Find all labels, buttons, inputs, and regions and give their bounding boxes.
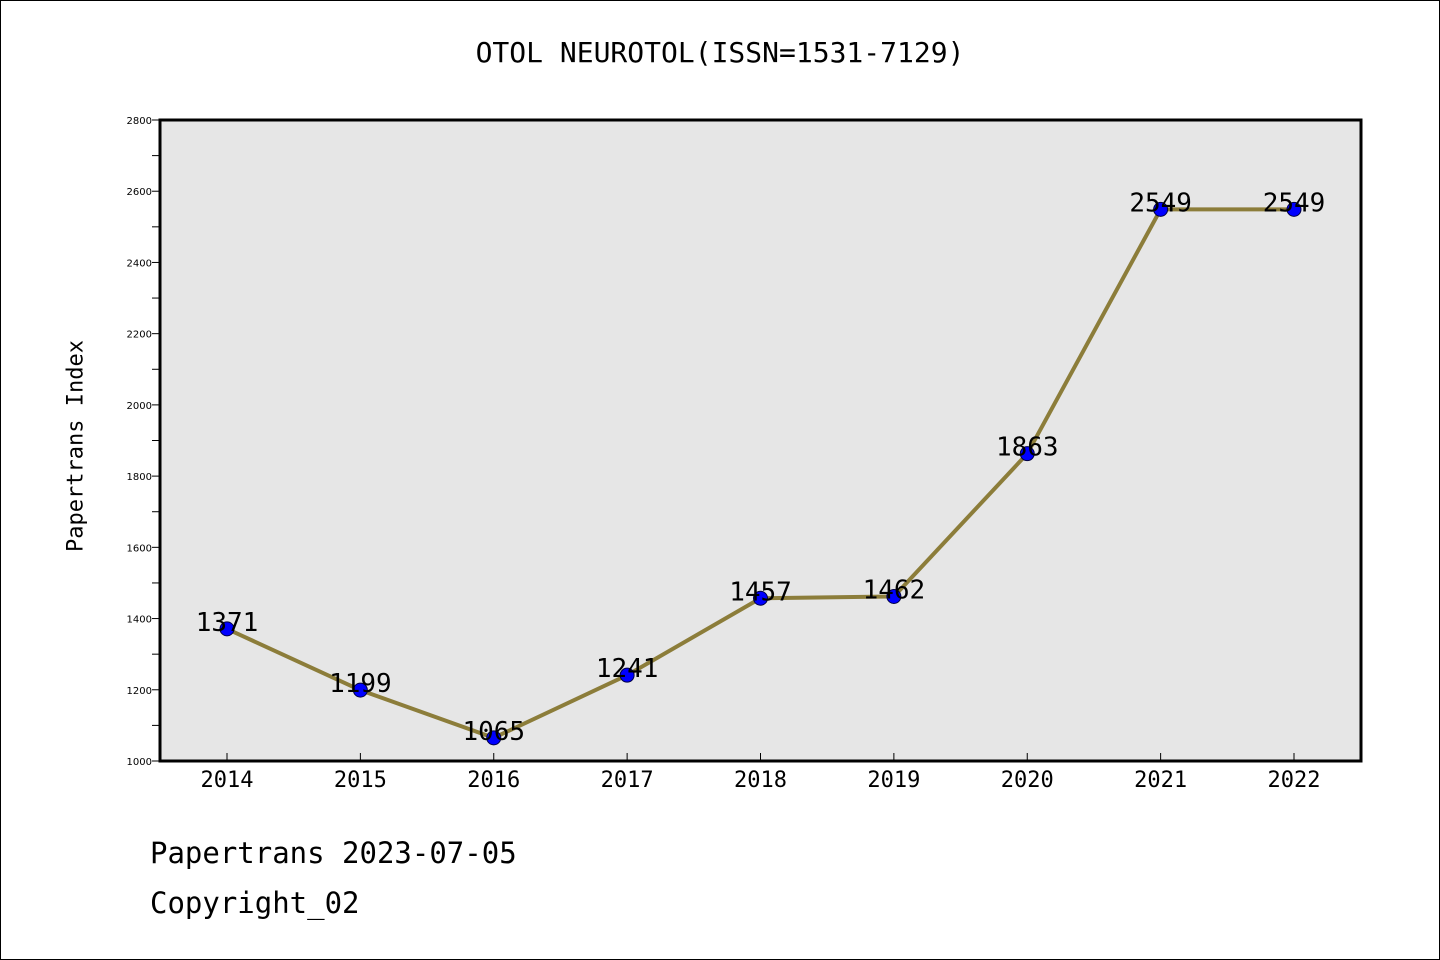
series-segment-2020-2021 [1025, 207, 1163, 456]
data-label-2016: 1065 [462, 717, 525, 747]
data-label-2018: 1457 [729, 577, 792, 607]
y-tick-label-2400: 2400 [127, 258, 152, 269]
y-tick-label-2800: 2800 [127, 116, 152, 127]
data-label-2021: 2549 [1129, 188, 1192, 218]
x-tick-label-2022: 2022 [1268, 768, 1321, 793]
data-point-2018 [753, 590, 768, 606]
data-point-2022 [1286, 201, 1302, 217]
series-segment-2019-2020 [891, 451, 1030, 599]
data-label-2019: 1462 [863, 575, 926, 605]
data-labels: 1371 1199 1065 1241 1457 1462 1863 2549 2549 [196, 188, 1326, 746]
x-tick-label-2016: 2016 [467, 768, 520, 793]
x-tick-label-2018: 2018 [734, 768, 787, 793]
x-tick-label-2019: 2019 [867, 768, 920, 793]
series-segment-2014-2015 [225, 626, 363, 693]
plot-area [158, 118, 1363, 763]
data-point-2019 [886, 588, 902, 604]
x-tick-label-2020: 2020 [1001, 768, 1054, 793]
data-point-2021 [1153, 201, 1169, 217]
data-point-2015 [352, 682, 368, 698]
footer-date: Papertrans 2023-07-05 [150, 836, 517, 870]
footer-copyright: Copyright_02 [150, 886, 360, 920]
data-label-2022: 2549 [1263, 188, 1326, 218]
y-tick-label-2000: 2000 [127, 401, 152, 412]
y-tick-label-2200: 2200 [127, 330, 152, 341]
data-label-2017: 1241 [596, 654, 659, 684]
data-point-2016 [486, 730, 502, 746]
series-segment-2018-2019 [758, 594, 896, 601]
y-axis: 1000 1200 1400 1600 1800 2000 2200 2400 2600 2800 [127, 116, 160, 768]
data-point-2017 [619, 667, 635, 683]
chart-title: OTOL NEUROTOL(ISSN=1531-7129) [475, 36, 965, 69]
y-tick-label-1800: 1800 [127, 472, 152, 483]
y-tick-label-1200: 1200 [127, 686, 152, 697]
y-tick-label-1400: 1400 [127, 615, 152, 626]
series-segment-2016-2017 [491, 673, 630, 740]
data-point-2020 [1019, 446, 1035, 462]
x-tick-label-2021: 2021 [1134, 768, 1187, 793]
x-axis: 2014 2015 2016 2017 2018 2019 2020 2021 2022 [201, 753, 1321, 793]
data-label-2015: 1199 [329, 669, 392, 699]
y-tick-label-1000: 1000 [127, 757, 152, 768]
x-tick-label-2015: 2015 [334, 768, 387, 793]
data-point-2014 [219, 621, 235, 637]
series-segment-2017-2018 [625, 596, 763, 678]
x-tick-label-2017: 2017 [601, 768, 654, 793]
series-markers [219, 201, 1302, 746]
y-tick-label-1600: 1600 [127, 543, 152, 554]
data-label-2014: 1371 [196, 608, 259, 638]
series-segment-2015-2016 [358, 688, 496, 740]
x-tick-label-2014: 2014 [201, 768, 254, 793]
series-line-group [225, 207, 1296, 740]
data-label-2020: 1863 [996, 433, 1059, 463]
y-tick-label-2600: 2600 [127, 187, 152, 198]
